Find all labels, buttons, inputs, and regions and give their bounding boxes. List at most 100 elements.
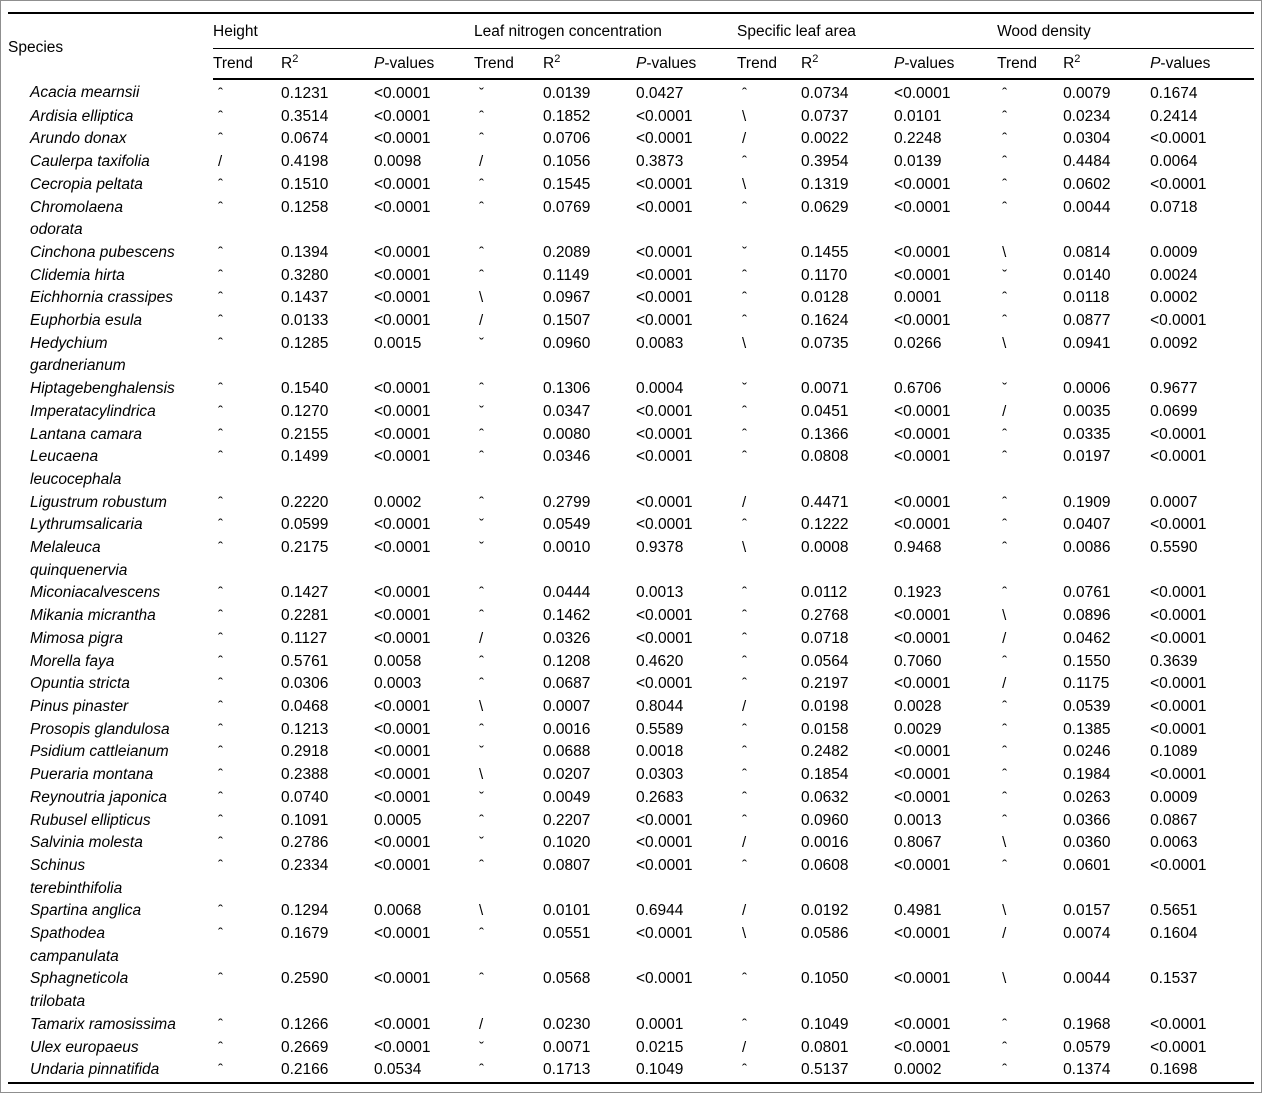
p-value: <0.0001: [894, 266, 951, 284]
r2-value: 0.1127: [281, 629, 328, 647]
r2-value: 0.0579: [1063, 1038, 1111, 1056]
species-name: Hiptagebenghalensis: [30, 380, 175, 398]
species-name: Ulex europaeus: [30, 1038, 139, 1056]
p-value: <0.0001: [894, 175, 951, 193]
p-value: <0.0001: [374, 448, 431, 466]
r2-value: 0.1499: [281, 448, 329, 466]
species-name: Caulerpa taxifolia: [30, 153, 150, 171]
table-row: Ligustrum robustum ˆ 0.2220 0.0002 ˆ 0.2799 <0…: [8, 492, 1254, 515]
trend-value: ˆ: [1002, 448, 1008, 466]
r2-value: 0.0688: [543, 743, 591, 761]
r2-value: 0.1462: [543, 607, 591, 625]
trend-value: ˆ: [1002, 856, 1008, 874]
trend-value: ˇ: [479, 743, 484, 761]
p-value: 0.0064: [1150, 153, 1198, 171]
p-value: <0.0001: [374, 629, 431, 647]
trend-value: ˆ: [218, 198, 223, 216]
species-name: Psidium cattleianum: [30, 743, 169, 761]
p-value: <0.0001: [1150, 312, 1207, 330]
table-row: Arundo donax ˆ 0.0674 <0.0001 ˆ 0.0706 <0.0001…: [8, 128, 1254, 151]
species-name: Spartina anglica: [30, 902, 142, 920]
p-value: <0.0001: [374, 198, 431, 216]
trend-value: ˆ: [218, 607, 223, 625]
table-header: Species Height Leaf nitrogen concentrati…: [8, 13, 1255, 80]
p-value: 0.0007: [1150, 493, 1198, 511]
trend-value: ˆ: [479, 425, 484, 443]
p-value: <0.0001: [1150, 175, 1207, 193]
trend-value: /: [218, 153, 223, 171]
p-value: <0.0001: [374, 516, 431, 534]
trend-value: ˆ: [218, 402, 223, 420]
p-value: <0.0001: [374, 788, 431, 806]
r2-value: 0.0079: [1063, 85, 1111, 102]
r2-value: 0.4198: [281, 153, 329, 171]
table-row: Leucaena leucocephala ˆ 0.1499 <0.0001 ˆ 0.03…: [8, 446, 1254, 491]
p-value: <0.0001: [374, 380, 431, 398]
species-name: Rubusel ellipticus: [30, 811, 151, 829]
trend-value: ˆ: [218, 1015, 223, 1033]
r2-value: 0.0101: [543, 902, 591, 920]
p-value: 0.0004: [636, 380, 684, 398]
p-value: 0.0003: [374, 675, 422, 693]
r2-value: 0.0632: [801, 788, 849, 806]
r2-value: 0.0568: [543, 970, 591, 988]
trend-value: ˆ: [742, 289, 748, 307]
table-row: Acacia mearnsii ˆ 0.1231 <0.0001 ˇ 0.0139 0.04…: [8, 79, 1254, 106]
r2-value: 0.0346: [543, 448, 591, 466]
trend-value: ˆ: [479, 584, 484, 602]
p-value: 0.4620: [636, 652, 684, 670]
column-header-trend: Trend: [997, 48, 1064, 80]
trend-value: ˆ: [218, 425, 223, 443]
trend-value: \: [742, 539, 747, 557]
trend-value: ˆ: [479, 380, 484, 398]
p-value: <0.0001: [374, 539, 431, 557]
p-value: <0.0001: [636, 493, 693, 511]
r2-value: 0.0158: [801, 720, 849, 738]
p-value: 0.1674: [1150, 85, 1198, 102]
group-header-wood-density: Wood density: [997, 13, 1255, 49]
r2-value: 0.0599: [281, 516, 329, 534]
p-value: <0.0001: [1150, 697, 1207, 715]
p-value: <0.0001: [1150, 448, 1207, 466]
p-value: <0.0001: [374, 970, 431, 988]
p-value: 0.1923: [894, 584, 942, 602]
table-row: Rubusel ellipticus ˆ 0.1091 0.0005 ˆ 0.2207 <0…: [8, 810, 1254, 833]
trend-value: ˆ: [479, 266, 484, 284]
trend-value: ˆ: [742, 516, 748, 534]
p-value: 0.1049: [636, 1061, 684, 1079]
p-value: 0.0068: [374, 902, 422, 920]
r2-value: 0.2166: [281, 1061, 329, 1079]
trend-value: ˆ: [742, 153, 748, 171]
r2-value: 0.1050: [801, 970, 849, 988]
p-value: 0.2683: [636, 788, 684, 806]
r2-value: 0.1550: [1063, 652, 1111, 670]
p-value: <0.0001: [374, 925, 431, 943]
r2-value: 0.2207: [543, 811, 591, 829]
trend-value: ˆ: [1002, 1015, 1008, 1033]
r2-value: 0.0967: [543, 289, 591, 307]
p-value: 0.0005: [374, 811, 422, 829]
r2-value: 0.0074: [1063, 925, 1111, 943]
r2-value: 0.1437: [281, 289, 329, 307]
trend-value: ˆ: [218, 811, 223, 829]
trend-value: ˆ: [742, 1015, 748, 1033]
trend-value: ˆ: [218, 130, 223, 148]
trend-value: \: [742, 925, 747, 943]
p-value: 0.0699: [1150, 402, 1198, 420]
column-header-r2: R2: [801, 48, 895, 80]
p-value: <0.0001: [374, 107, 431, 125]
p-value: <0.0001: [636, 198, 693, 216]
trend-value: ˆ: [479, 811, 484, 829]
r2-value: 0.0140: [1063, 266, 1111, 284]
trend-value: ˆ: [742, 788, 748, 806]
r2-value: 0.1020: [543, 834, 591, 852]
r2-value: 0.0347: [543, 402, 591, 420]
trend-value: \: [1002, 334, 1007, 352]
p-value: 0.0018: [636, 743, 684, 761]
species-name: Spathodea campanulata: [30, 925, 119, 965]
r2-value: 0.1175: [1063, 675, 1110, 693]
r2-value: 0.0234: [1063, 107, 1111, 125]
r2-value: 0.1510: [281, 175, 329, 193]
p-value: <0.0001: [1150, 856, 1207, 874]
sub-header-row: Trend R2 P-values Trend R2 P-values Tren…: [8, 48, 1255, 80]
